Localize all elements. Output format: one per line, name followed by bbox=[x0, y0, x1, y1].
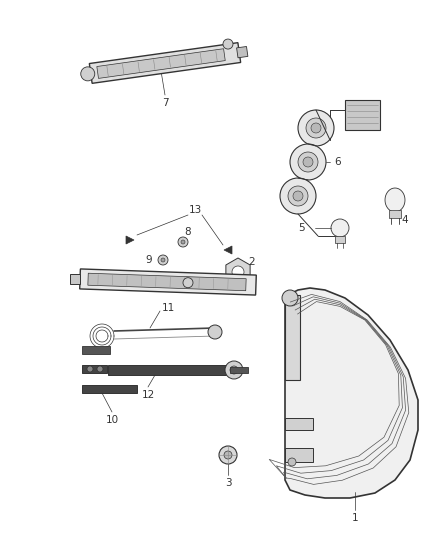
Bar bbox=[82, 346, 110, 354]
Circle shape bbox=[280, 178, 316, 214]
Circle shape bbox=[303, 157, 313, 167]
Text: 2: 2 bbox=[249, 257, 255, 267]
Bar bbox=[335, 236, 345, 243]
Text: 8: 8 bbox=[185, 227, 191, 237]
Circle shape bbox=[223, 39, 233, 49]
Text: 7: 7 bbox=[162, 98, 168, 108]
Text: 12: 12 bbox=[141, 390, 155, 400]
Circle shape bbox=[183, 278, 193, 288]
Circle shape bbox=[288, 458, 296, 466]
Circle shape bbox=[331, 219, 349, 237]
Circle shape bbox=[97, 366, 103, 372]
Text: 9: 9 bbox=[145, 255, 152, 265]
Circle shape bbox=[181, 240, 185, 244]
Text: 6: 6 bbox=[335, 157, 341, 167]
Circle shape bbox=[293, 191, 303, 201]
Text: 1: 1 bbox=[352, 513, 358, 523]
Text: 5: 5 bbox=[298, 223, 305, 233]
Circle shape bbox=[230, 366, 238, 374]
Polygon shape bbox=[226, 258, 250, 286]
Polygon shape bbox=[285, 295, 300, 380]
Polygon shape bbox=[385, 188, 405, 212]
Text: 4: 4 bbox=[402, 215, 408, 225]
Circle shape bbox=[232, 266, 244, 278]
Text: 11: 11 bbox=[161, 303, 175, 313]
Text: 10: 10 bbox=[106, 415, 119, 425]
Polygon shape bbox=[126, 236, 134, 244]
Circle shape bbox=[161, 258, 165, 262]
Bar bbox=[285, 418, 313, 430]
Circle shape bbox=[81, 67, 95, 81]
Circle shape bbox=[298, 110, 334, 146]
Bar bbox=[108, 365, 226, 375]
Circle shape bbox=[178, 237, 188, 247]
Text: 13: 13 bbox=[188, 205, 201, 215]
Bar bbox=[82, 365, 107, 373]
Polygon shape bbox=[80, 269, 256, 295]
Text: 3: 3 bbox=[225, 478, 231, 488]
Circle shape bbox=[306, 118, 326, 138]
Circle shape bbox=[288, 186, 308, 206]
Circle shape bbox=[219, 446, 237, 464]
Circle shape bbox=[208, 325, 222, 339]
Circle shape bbox=[158, 255, 168, 265]
Bar bbox=[285, 448, 313, 462]
Circle shape bbox=[290, 144, 326, 180]
Polygon shape bbox=[224, 246, 232, 254]
Polygon shape bbox=[89, 43, 240, 83]
Bar bbox=[345, 100, 380, 130]
Circle shape bbox=[298, 152, 318, 172]
Bar bbox=[230, 367, 248, 373]
Circle shape bbox=[224, 451, 232, 459]
Bar bbox=[70, 274, 80, 284]
Bar bbox=[389, 210, 401, 218]
Polygon shape bbox=[237, 46, 248, 58]
Polygon shape bbox=[97, 49, 225, 78]
Circle shape bbox=[282, 290, 298, 306]
Circle shape bbox=[225, 361, 243, 379]
Circle shape bbox=[87, 366, 93, 372]
Circle shape bbox=[311, 123, 321, 133]
Polygon shape bbox=[88, 273, 246, 290]
Bar bbox=[82, 385, 137, 393]
Polygon shape bbox=[285, 288, 418, 498]
